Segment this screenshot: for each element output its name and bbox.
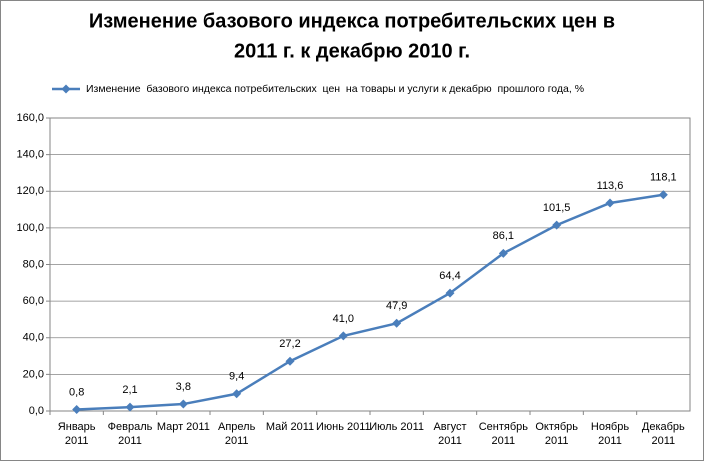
series-line: [76, 193, 664, 411]
legend-label: Изменение базового индекса потребительск…: [86, 83, 584, 95]
marker: [392, 318, 402, 328]
y-tick-label: 120,0: [16, 185, 44, 197]
x-tick-label: Март 2011: [156, 421, 210, 433]
data-label: 118,1: [650, 172, 677, 184]
data-label: 3,8: [176, 381, 191, 393]
marker: [658, 190, 668, 200]
data-label: 101,5: [543, 202, 571, 214]
x-tick-label: Февраль 2011: [107, 421, 153, 447]
x-tick-label: Ноябрь 2011: [590, 421, 630, 447]
data-label: 2,1: [122, 384, 137, 396]
x-tick-label: Декабрь 2011: [641, 421, 685, 447]
marker: [498, 248, 508, 258]
marker: [605, 198, 615, 208]
data-label: 27,2: [279, 338, 300, 350]
x-tick-label: Сентябрь 2011: [478, 421, 528, 447]
x-tick-label: Октябрь 2011: [535, 421, 578, 447]
chart-title: 2011 г. к декабрю 2010 г.: [234, 40, 470, 62]
data-label: 9,4: [229, 371, 244, 383]
x-tick-label: Май 2011: [265, 421, 315, 433]
y-tick-label: 60,0: [23, 295, 44, 307]
y-tick-label: 20,0: [23, 368, 44, 380]
y-tick-label: 140,0: [16, 149, 44, 161]
marker: [338, 331, 348, 341]
y-tick-label: 0,0: [29, 405, 44, 417]
data-label: 113,6: [597, 180, 624, 192]
marker: [178, 399, 188, 409]
data-label: 86,1: [493, 230, 514, 242]
x-tick-label: Июнь 2011: [315, 421, 371, 433]
marker: [125, 402, 135, 412]
y-tick-label: 100,0: [16, 222, 44, 234]
data-label: 41,0: [333, 313, 354, 325]
marker: [72, 405, 82, 415]
data-label: 47,9: [386, 300, 407, 312]
marker: [552, 220, 562, 230]
data-label: 0,8: [69, 386, 84, 398]
marker: [285, 356, 295, 366]
x-tick-label: Апрель 2011: [217, 421, 256, 447]
x-tick-label: Июль 2011: [369, 421, 425, 433]
legend-marker: [61, 84, 71, 94]
chart-title: Изменение базового индекса потребительск…: [89, 10, 615, 32]
y-tick-label: 40,0: [23, 332, 44, 344]
x-tick-label: Январь 2011: [57, 421, 96, 447]
y-tick-label: 160,0: [16, 112, 44, 124]
x-tick-label: Август 2011: [433, 421, 467, 447]
marker: [445, 288, 455, 298]
y-tick-label: 80,0: [23, 258, 44, 270]
data-label: 64,4: [439, 270, 460, 282]
marker: [232, 389, 242, 399]
